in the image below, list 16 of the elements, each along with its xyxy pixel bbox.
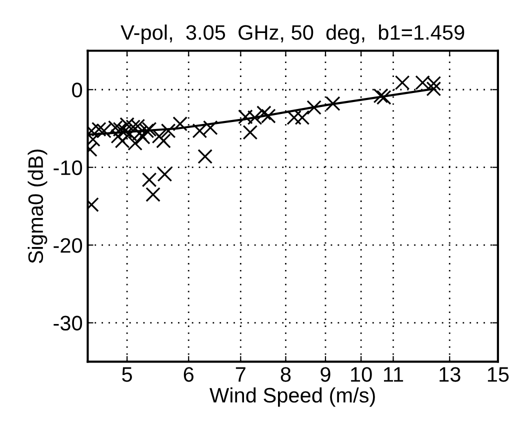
x-tick-label: 9 [320,367,330,382]
x-tick-label: 13 [440,367,460,382]
y-tick-label: -20 [54,238,82,253]
x-axis-title: Wind Speed (m/s) [210,387,375,407]
x-tick-label: 8 [280,367,291,382]
chart-title: V-pol, 3.05 GHz, 50 deg, b1=1.459 [120,24,464,44]
x-tick-label: 11 [384,367,404,382]
x-tick-label: 5 [122,367,132,382]
x-tick-label: 10 [351,367,372,382]
x-tick-label: 6 [184,367,194,382]
x-tick-label: 15 [488,367,509,382]
y-tick-label: 0 [72,82,82,98]
y-axis-title: Sigma0 (dB) [28,150,48,264]
y-tick-label: -30 [54,316,82,331]
x-tick-label: 7 [236,367,246,382]
y-tick-label: -10 [54,160,82,176]
